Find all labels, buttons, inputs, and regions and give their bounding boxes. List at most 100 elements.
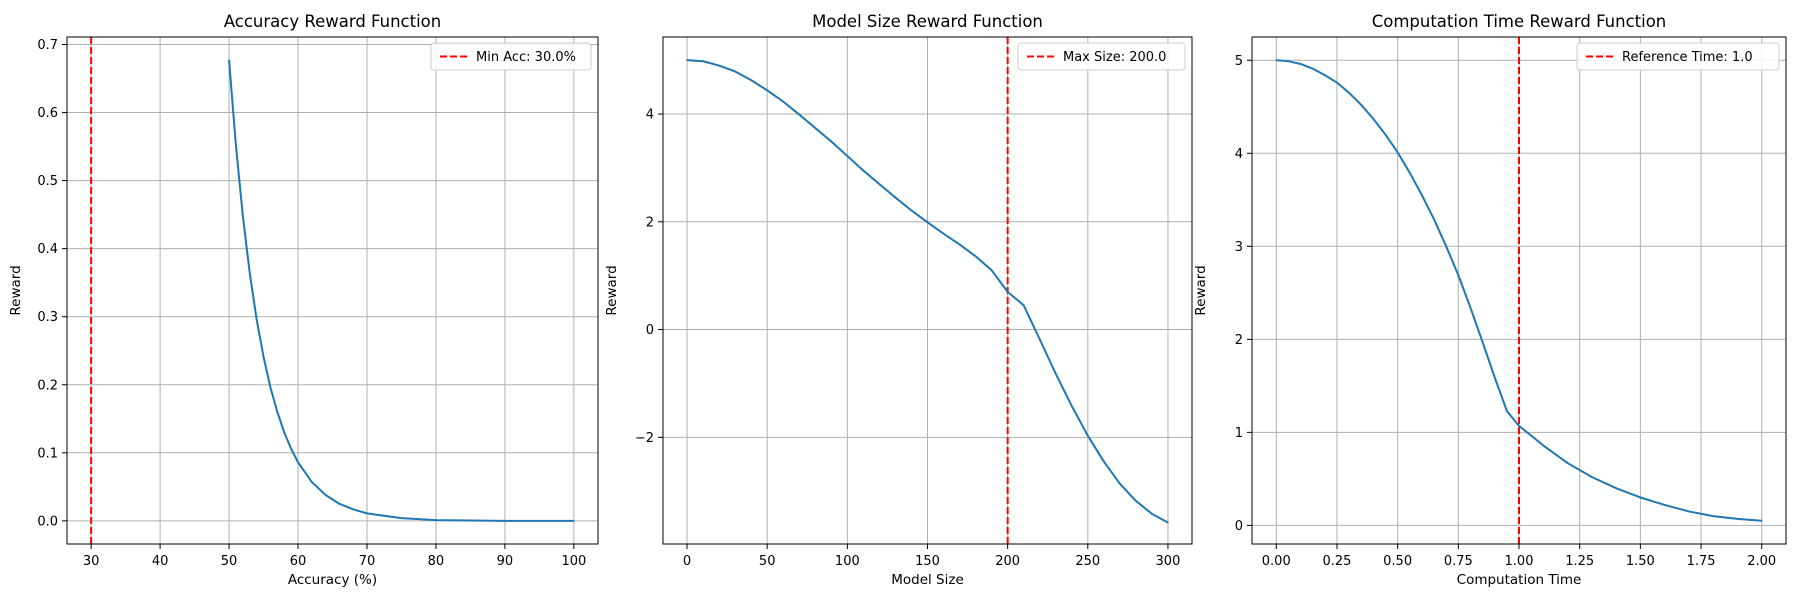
data-point [228,59,230,61]
legend-label: Min Acc: 30.0% [476,50,576,65]
data-point [846,155,849,157]
data-point [1275,59,1278,62]
data-point [242,215,244,217]
data-point [311,481,313,483]
data-point [1299,63,1302,65]
y-tick-label: 5 [1235,54,1243,69]
data-point [290,447,292,450]
data-point [1736,518,1739,520]
data-point [262,356,265,358]
x-tick-label: 300 [1156,554,1181,569]
x-tick-label: 30 [83,554,100,569]
data-point [862,169,865,172]
chart-title: Computation Time Reward Function [1372,12,1667,31]
data-point [974,255,977,258]
data-point [1421,194,1423,196]
data-point [766,89,768,92]
data-point [1348,92,1350,94]
y-tick-label: 3 [1235,240,1243,255]
data-point [1070,405,1073,407]
x-tick-label: 1.25 [1565,554,1594,569]
data-point [1408,172,1411,174]
data-point [686,59,688,61]
data-point [1760,519,1763,522]
data-point [1372,118,1375,120]
data-point [235,145,237,147]
data-point [1445,245,1447,248]
x-tick-label: 70 [359,554,376,569]
data-point [1396,151,1399,154]
data-point [248,272,251,274]
data-point [990,269,993,272]
data-point [1135,500,1137,502]
data-point [573,520,575,522]
data-point [830,140,833,143]
data-point [1688,510,1690,513]
data-point [734,70,736,73]
y-tick-label: 0.6 [37,106,58,121]
chart-panel-3: 0.00 0.25 0.50 0.75 1.00 1.25 1.50 1.75 2.00 0 1 2 3… [1193,12,1787,588]
data-point [1336,81,1338,84]
data-point [1006,291,1009,293]
data-point [1591,476,1593,478]
x-axis-label: Model Size [891,572,964,588]
data-point [1566,462,1569,464]
legend-box [430,42,592,71]
y-tick-label: 4 [646,108,654,123]
data-point [814,127,817,129]
x-tick-label: 100 [561,554,586,569]
chart-title: Model Size Reward Function [812,12,1043,31]
x-axis-label: Computation Time [1457,572,1582,588]
data-point [1087,434,1089,437]
data-point [1542,444,1545,447]
data-point [878,183,881,185]
x-tick-label: 0.00 [1262,554,1291,569]
data-point [352,508,354,511]
data-point [366,512,368,515]
data-point [435,519,437,521]
y-tick-label: 4 [1235,147,1243,162]
data-point [1360,104,1363,106]
x-axis-label: Accuracy (%) [288,572,377,588]
data-point [958,243,961,246]
data-point [269,386,272,389]
data-point [1469,306,1472,309]
y-axis-label: Reward [604,265,620,315]
data-point [297,461,299,464]
data-point [1639,496,1642,499]
data-point [1506,410,1508,412]
y-axis-label: Reward [1193,265,1209,315]
y-tick-label: 2 [1235,333,1243,348]
data-point [1103,460,1105,463]
data-point [1433,218,1435,221]
x-tick-label: 0 [683,554,691,569]
data-point [926,221,929,224]
data-point [504,520,506,522]
data-point [283,431,286,434]
axes-frame [66,36,599,545]
x-tick-label: 0.75 [1444,554,1473,569]
axes-frame [662,36,1193,545]
legend: Min Acc: 30.0% [430,42,592,71]
axes-frame [1251,36,1787,545]
data-point [1518,425,1520,427]
series-line [228,60,574,522]
y-tick-label: 0 [1235,519,1243,534]
x-tick-label: 50 [759,554,776,569]
data-point [1384,133,1387,136]
x-tick-label: 1.50 [1626,554,1655,569]
x-tick-label: 90 [497,554,514,569]
data-point [400,517,403,519]
y-tick-label: 0.4 [37,242,58,257]
data-point [1457,274,1460,276]
x-tick-label: 60 [290,554,307,569]
y-tick-label: 0.7 [37,38,58,53]
legend-label: Max Size: 200.0 [1063,50,1166,65]
x-tick-label: 100 [835,554,860,569]
chart-panel-2: 0 50 100 150 200 250 300 −2 0 2 4 Model Size Reward… [604,12,1193,588]
data-point [1663,504,1666,506]
data-point [338,503,341,505]
x-tick-label: 2.00 [1747,554,1776,569]
data-point [1151,513,1153,515]
